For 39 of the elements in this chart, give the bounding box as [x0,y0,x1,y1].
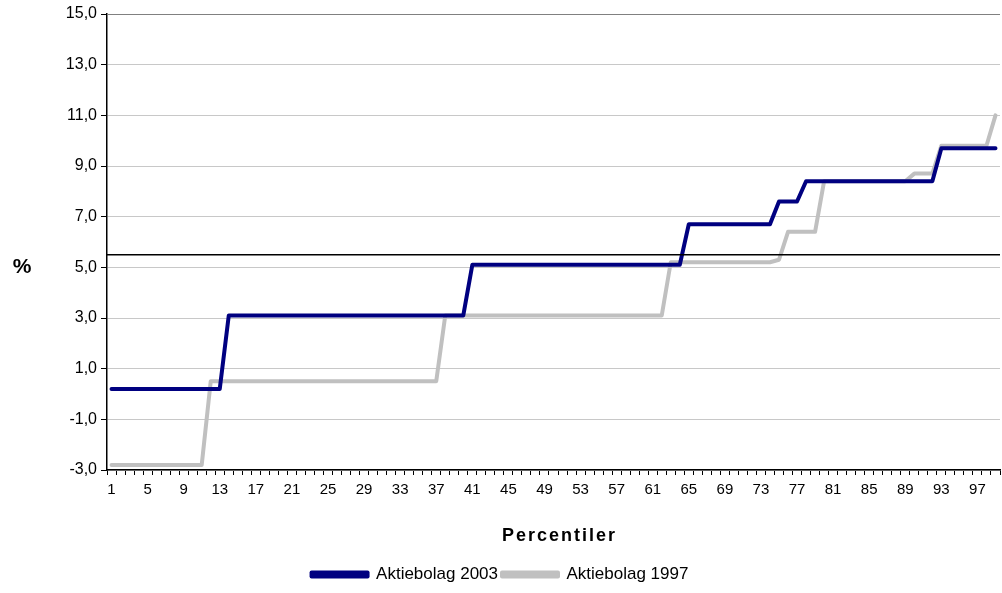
x-tick-label: 53 [572,480,589,498]
x-tick-label: 1 [107,480,116,498]
x-tick-label: 81 [824,480,842,498]
x-tick-label: 37 [427,480,445,498]
x-tick-label: 25 [319,480,337,498]
x-tick-label: 45 [500,480,517,498]
x-tick-label: 33 [391,480,409,498]
y-tick-label: 5,0 [74,257,98,275]
x-tick-label: 89 [896,480,914,498]
x-tick-label: 57 [608,480,625,498]
x-tick-label: 93 [933,480,950,498]
x-tick-label: 65 [680,480,698,498]
x-tick-label: 9 [179,480,188,498]
y-tick-label: 9,0 [74,156,98,174]
x-tick-label: 49 [536,480,553,498]
x-tick-label: 85 [860,480,878,498]
x-tick-label: 97 [969,480,986,498]
x-tick-label: 29 [355,480,373,498]
x-tick-label: 13 [211,480,229,498]
y-axis-title: % [12,253,32,277]
x-tick-label: 69 [716,480,734,498]
x-tick-label: 77 [788,480,806,498]
y-tick-label: 11,0 [67,105,98,123]
y-tick-label: 1,0 [74,359,98,377]
x-tick-label: 17 [247,480,265,498]
x-tick-label: 21 [283,480,301,498]
y-tick-label: -1,0 [69,409,98,427]
x-tick-label: 5 [143,480,152,498]
y-tick-label: -3,0 [69,460,98,478]
y-tick-label: 3,0 [74,308,98,326]
y-tick-label: 13,0 [65,55,98,73]
x-axis-title: Percentiler [501,524,618,545]
legend-label: Aktiebolag 1997 [566,564,689,584]
x-tick-label: 41 [463,480,481,498]
x-tick-label: 61 [644,480,662,498]
y-tick-label: 7,0 [74,207,98,225]
y-tick-label: 15,0 [65,4,98,22]
legend-label: Aktiebolag 2003 [376,564,499,584]
x-tick-label: 73 [752,480,770,498]
